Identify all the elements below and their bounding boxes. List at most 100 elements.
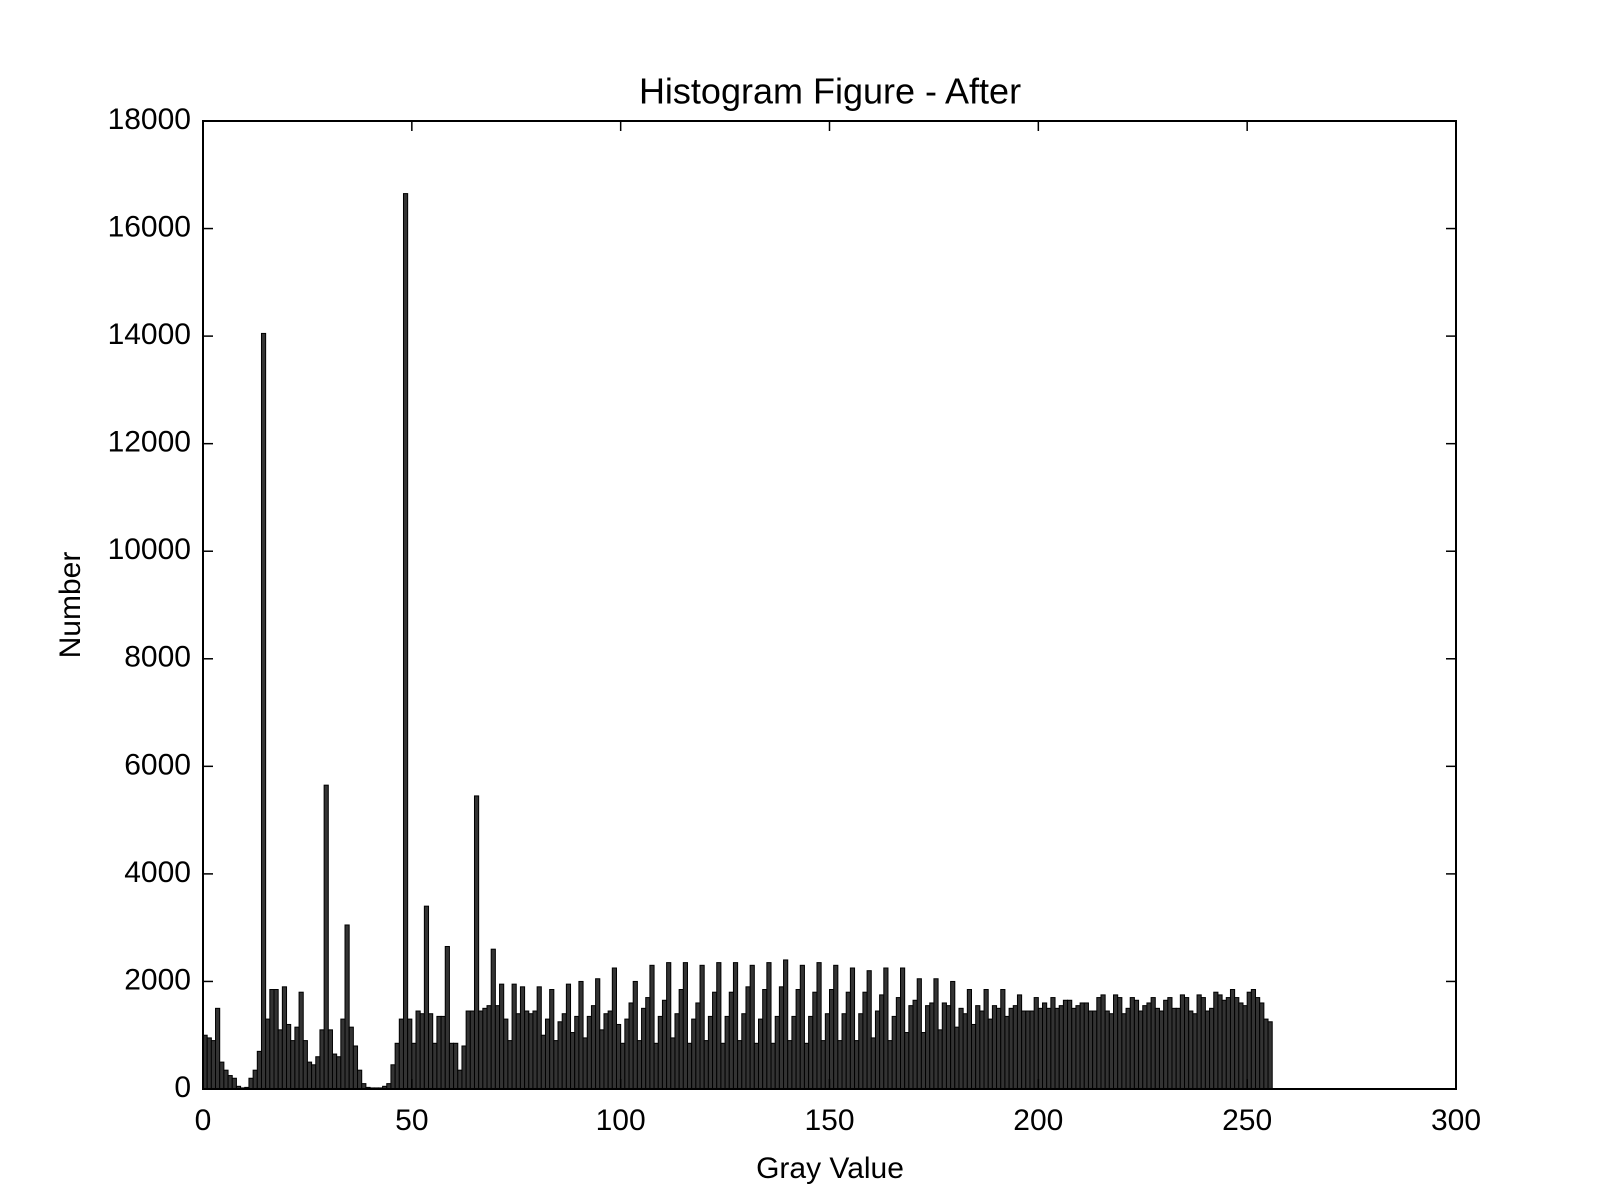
bar (227, 1075, 233, 1090)
bar (1238, 1002, 1244, 1090)
y-tick-label: 10000 (108, 533, 191, 566)
bar (465, 1010, 471, 1090)
bar (574, 1015, 580, 1090)
bar (996, 1007, 1002, 1090)
bar (423, 905, 430, 1090)
bar (1204, 1010, 1211, 1090)
bar (1113, 994, 1119, 1090)
bar (632, 980, 638, 1090)
bar (703, 1040, 709, 1090)
bar (1209, 1007, 1215, 1090)
bar (925, 1005, 931, 1090)
bar (1171, 1007, 1177, 1090)
bar (336, 1056, 342, 1090)
bar (1033, 997, 1039, 1090)
bar (783, 959, 789, 1090)
bar (1225, 997, 1231, 1090)
bar (628, 1002, 634, 1090)
bar (340, 1018, 346, 1090)
bar (557, 1021, 563, 1090)
bar (515, 1013, 521, 1090)
bar (595, 978, 601, 1090)
bar (954, 1026, 960, 1090)
bar (737, 1040, 743, 1090)
bar (281, 986, 288, 1090)
bar (206, 1037, 212, 1090)
y-tick-label: 2000 (124, 963, 191, 996)
x-tick-label: 200 (1013, 1104, 1063, 1137)
bar (1054, 1007, 1060, 1090)
bar (866, 970, 872, 1090)
bar (603, 1013, 609, 1090)
bar (795, 989, 801, 1090)
bar (1067, 999, 1073, 1090)
bar (1217, 994, 1223, 1090)
bar (1108, 1013, 1115, 1090)
bar (444, 945, 450, 1090)
bar (933, 978, 939, 1090)
bar (695, 1002, 701, 1090)
bar (1138, 1010, 1144, 1090)
bar (762, 989, 768, 1090)
bar (841, 1013, 847, 1090)
bar (269, 989, 275, 1090)
x-tick-label: 0 (195, 1104, 212, 1137)
plot-frame (202, 120, 1457, 1090)
bar (478, 1010, 484, 1090)
bar (311, 1064, 317, 1090)
bar (453, 1042, 459, 1090)
bar (808, 1015, 814, 1090)
bar (778, 986, 785, 1090)
bar (1037, 1007, 1044, 1090)
bar (1213, 991, 1219, 1090)
bar (991, 1005, 998, 1090)
bar (331, 1053, 338, 1090)
bar (1125, 1007, 1131, 1090)
bar (641, 1007, 647, 1090)
bar (507, 1040, 513, 1090)
bar (1121, 1013, 1127, 1090)
bar (1092, 1010, 1098, 1090)
bar (854, 1040, 860, 1090)
bar (319, 1029, 325, 1090)
bar (607, 1010, 613, 1090)
bar (1075, 1005, 1081, 1090)
bar (1146, 1002, 1152, 1090)
bar (1083, 1002, 1089, 1090)
bar (544, 1018, 551, 1090)
x-tick-label: 300 (1431, 1104, 1481, 1137)
bar (707, 1015, 714, 1090)
bar (511, 983, 517, 1090)
bar (532, 1010, 538, 1090)
bar (344, 924, 350, 1090)
bar (1158, 1010, 1165, 1090)
bar (812, 991, 818, 1090)
bar (858, 1013, 864, 1090)
bar (749, 964, 755, 1090)
bar (1150, 997, 1156, 1090)
y-tick-label: 14000 (108, 318, 191, 351)
bar (352, 1045, 359, 1090)
bar (1071, 1007, 1077, 1090)
bar (1008, 1007, 1014, 1090)
y-tick-label: 12000 (108, 426, 191, 459)
bar (231, 1077, 237, 1090)
bar (833, 964, 839, 1090)
bar (432, 1042, 438, 1090)
bar (524, 1010, 530, 1090)
bar (657, 1015, 663, 1090)
bar (599, 1029, 605, 1090)
bar (390, 1064, 396, 1090)
bar (1255, 997, 1261, 1090)
bar (1012, 1005, 1018, 1090)
bar (265, 1018, 271, 1090)
bar (549, 989, 555, 1090)
bar (753, 1042, 759, 1090)
bar (298, 991, 304, 1090)
bar (653, 1042, 659, 1090)
bar (461, 1045, 467, 1090)
bar (1021, 1010, 1027, 1090)
bar (1163, 999, 1169, 1090)
bar (1000, 989, 1006, 1090)
bar (874, 1010, 881, 1090)
